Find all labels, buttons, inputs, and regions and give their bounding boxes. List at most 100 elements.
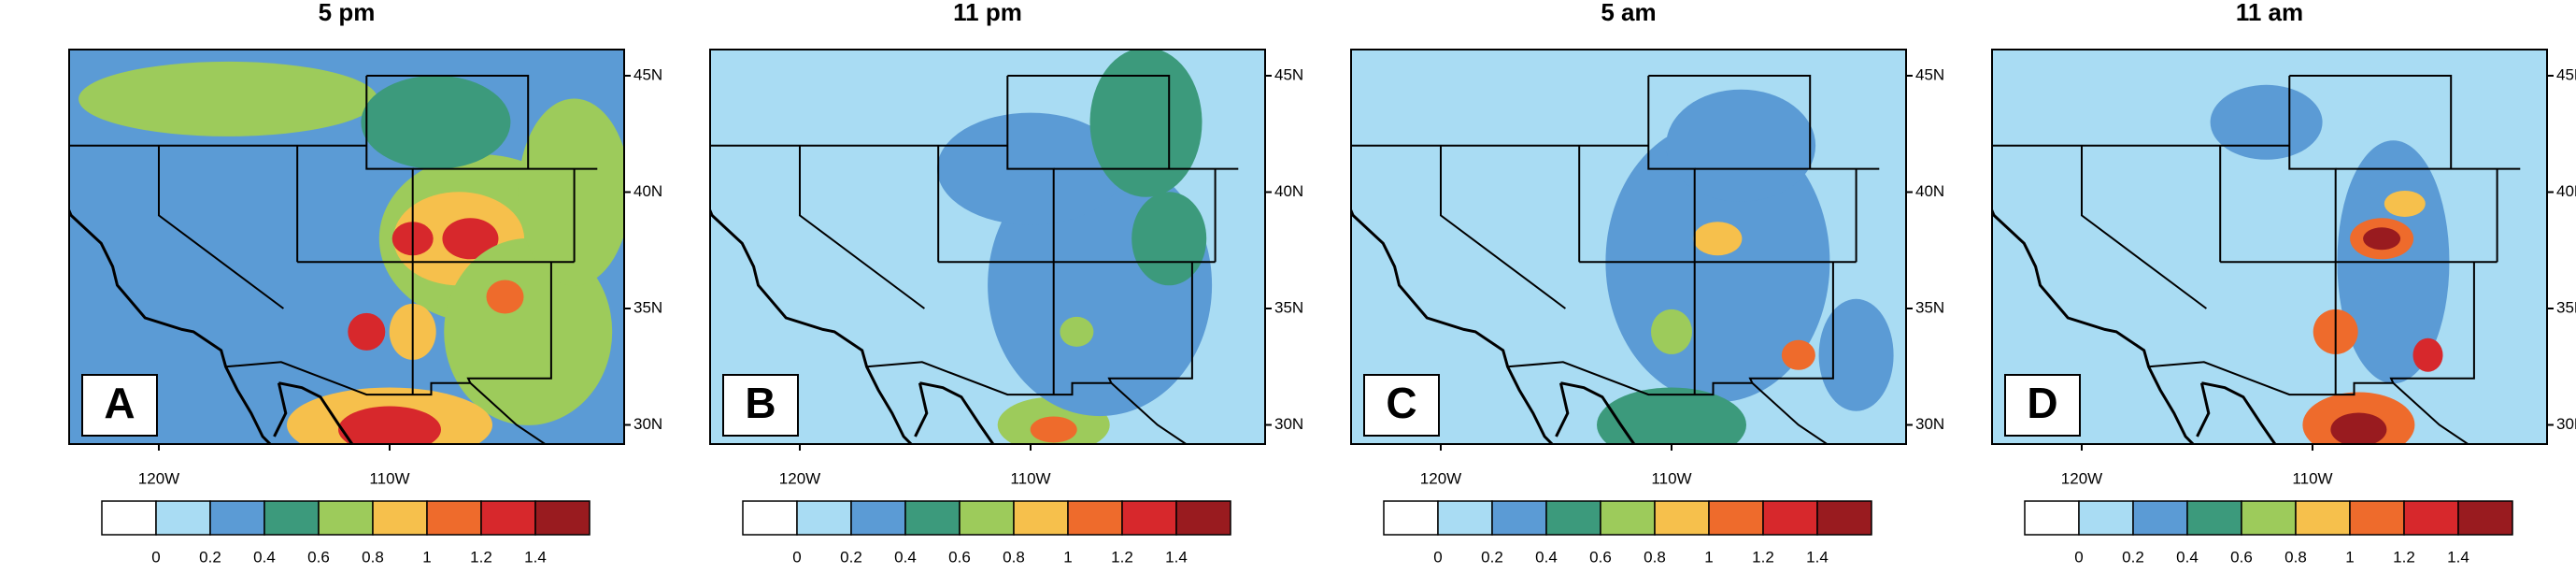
colorbar-box — [850, 500, 906, 536]
lon-tick-label: 110W — [369, 469, 409, 487]
coastline — [710, 207, 914, 444]
colorbar-box — [1491, 500, 1547, 536]
state-border — [466, 262, 552, 384]
state-border — [799, 145, 925, 309]
colorbar-box — [1654, 500, 1710, 536]
state-border — [1006, 76, 1055, 263]
contour-region — [2210, 84, 2323, 160]
panel: 11 am 45N 40N 35N 30N 120W 110W D 0 0.2 0.4 0.6 0.8 1… — [1991, 0, 2576, 566]
contour-region — [2363, 227, 2401, 251]
state-border — [1110, 381, 1188, 444]
panel-title: 11 am — [2236, 0, 2303, 26]
colorbar-box — [318, 500, 374, 536]
colorbar-box — [1708, 500, 1764, 536]
lat-tick-label: 45N — [1274, 65, 1303, 83]
state-border — [366, 75, 530, 169]
contour-region — [1693, 222, 1743, 256]
colorbar-label: 0.6 — [1589, 548, 1612, 566]
colorbar-label: 0 — [1433, 548, 1442, 566]
contour-region — [1131, 192, 1207, 286]
contour-region — [1666, 89, 1816, 202]
state-border — [225, 361, 471, 396]
contour-region — [1781, 339, 1815, 370]
colorbar-label: 1.4 — [524, 548, 547, 566]
contour-region — [1060, 316, 1094, 347]
panel: 11 pm 45N 40N 35N 30N 120W 110W B 0 0.2 0.4 0.6 0.8 1… — [709, 0, 1303, 566]
lat-tick-label: 40N — [633, 182, 662, 200]
colorbar-box — [796, 500, 852, 536]
colorbar-box — [2024, 500, 2080, 536]
panel: 5 pm 45N 40N 35N 30N 120W 110W A 0 0.2 0.4 0.6 0.8 1 1… — [68, 0, 662, 566]
map-frame — [68, 49, 625, 445]
lon-tick-label: 120W — [138, 469, 179, 487]
coastline — [1351, 207, 1555, 444]
colorbar-label: 1 — [1063, 548, 1072, 566]
lat-tick-label: 40N — [2556, 182, 2576, 200]
coastline — [1560, 381, 1636, 444]
state-border — [1751, 381, 1829, 444]
coastline — [2201, 381, 2277, 444]
colorbar-box — [2295, 500, 2351, 536]
colorbar-box — [2241, 500, 2297, 536]
lat-tick-label: 30N — [633, 415, 662, 433]
lat-tick-label: 35N — [1274, 298, 1303, 316]
label-box — [2004, 374, 2081, 437]
lon-tick-label: 120W — [779, 469, 820, 487]
label-box — [722, 374, 799, 437]
colorbar-box — [1762, 500, 1818, 536]
colorbar-label: 0.8 — [1003, 548, 1025, 566]
label-box — [81, 374, 158, 437]
lat-tick-label: 40N — [1274, 182, 1303, 200]
state-border — [1507, 361, 1753, 396]
colorbar-box — [1013, 500, 1069, 536]
colorbar-label: 0 — [2074, 548, 2083, 566]
colorbar-box — [2457, 500, 2513, 536]
colorbar-box — [2078, 500, 2134, 536]
lon-tick-label: 110W — [1010, 469, 1050, 487]
colorbar-label: 0.2 — [1481, 548, 1503, 566]
colorbar-label: 0.6 — [307, 548, 330, 566]
panel-label: C — [1386, 379, 1416, 427]
coastline — [278, 381, 354, 444]
state-border — [2148, 361, 2394, 396]
map — [710, 50, 1265, 444]
colorbar-box — [2349, 500, 2405, 536]
lat-tick-label: 40N — [1915, 182, 1944, 200]
colorbar-box — [1437, 500, 1493, 536]
colorbar-box — [101, 500, 157, 536]
contour-region — [1818, 298, 1894, 411]
map — [1351, 50, 1906, 444]
panel-title: 11 pm — [953, 0, 1022, 26]
map-frame — [1350, 49, 1907, 445]
lat-tick-label: 35N — [633, 298, 662, 316]
colorbar-box — [1545, 500, 1601, 536]
colorbar-box — [480, 500, 536, 536]
colorbar-label: 0.6 — [2230, 548, 2253, 566]
colorbar-label: 1.2 — [1111, 548, 1133, 566]
lat-tick-label: 45N — [1915, 65, 1944, 83]
colorbar-label: 0.6 — [948, 548, 971, 566]
colorbar-box — [1121, 500, 1177, 536]
colorbar-box — [1816, 500, 1872, 536]
panel-label: D — [2027, 379, 2057, 427]
contour-region — [2384, 190, 2426, 217]
contour-region — [338, 406, 441, 444]
coastline — [914, 382, 929, 438]
colorbar-label: 1.2 — [1752, 548, 1774, 566]
lon-tick-label: 110W — [1651, 469, 1691, 487]
colorbar-label: 1 — [1704, 548, 1713, 566]
state-border — [1440, 145, 1566, 309]
lat-tick-label: 45N — [633, 65, 662, 83]
colorbar: 0 0.2 0.4 0.6 0.8 1 1.2 1.4 — [101, 500, 591, 566]
colorbar-box — [2403, 500, 2459, 536]
panel-label: A — [104, 379, 135, 427]
contour-region — [348, 312, 386, 351]
lat-tick-label: 30N — [1915, 415, 1944, 433]
colorbar-label: 0.4 — [253, 548, 276, 566]
colorbar-box — [2186, 500, 2242, 536]
colorbar-label: 0.4 — [1535, 548, 1558, 566]
colorbar: 0 0.2 0.4 0.6 0.8 1 1.2 1.4 — [2024, 500, 2513, 566]
colorbar-label: 0.8 — [1644, 548, 1666, 566]
panel: 5 am 45N 40N 35N 30N 120W 110W C 0 0.2 0.4 0.6 0.8 1 1… — [1350, 0, 1944, 566]
contour-region — [442, 218, 499, 260]
